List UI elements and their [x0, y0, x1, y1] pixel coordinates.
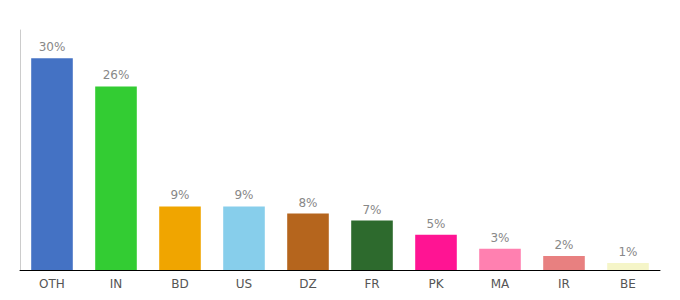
svg-text:BD: BD — [171, 277, 188, 291]
svg-text:3%: 3% — [490, 231, 509, 245]
svg-text:IR: IR — [558, 277, 570, 291]
svg-text:9%: 9% — [234, 188, 253, 202]
svg-text:1%: 1% — [618, 245, 637, 259]
svg-text:5%: 5% — [426, 217, 445, 231]
svg-text:MA: MA — [491, 277, 510, 291]
svg-text:DZ: DZ — [299, 277, 316, 291]
svg-text:IN: IN — [110, 277, 123, 291]
svg-text:2%: 2% — [554, 238, 573, 252]
svg-text:FR: FR — [364, 277, 379, 291]
svg-text:26%: 26% — [103, 68, 130, 82]
svg-text:9%: 9% — [170, 188, 189, 202]
svg-text:BE: BE — [620, 277, 636, 291]
svg-text:8%: 8% — [298, 196, 317, 210]
svg-text:PK: PK — [428, 277, 444, 291]
svg-text:OTH: OTH — [39, 277, 65, 291]
svg-text:US: US — [236, 277, 252, 291]
svg-text:30%: 30% — [39, 40, 66, 54]
svg-text:7%: 7% — [362, 203, 381, 217]
